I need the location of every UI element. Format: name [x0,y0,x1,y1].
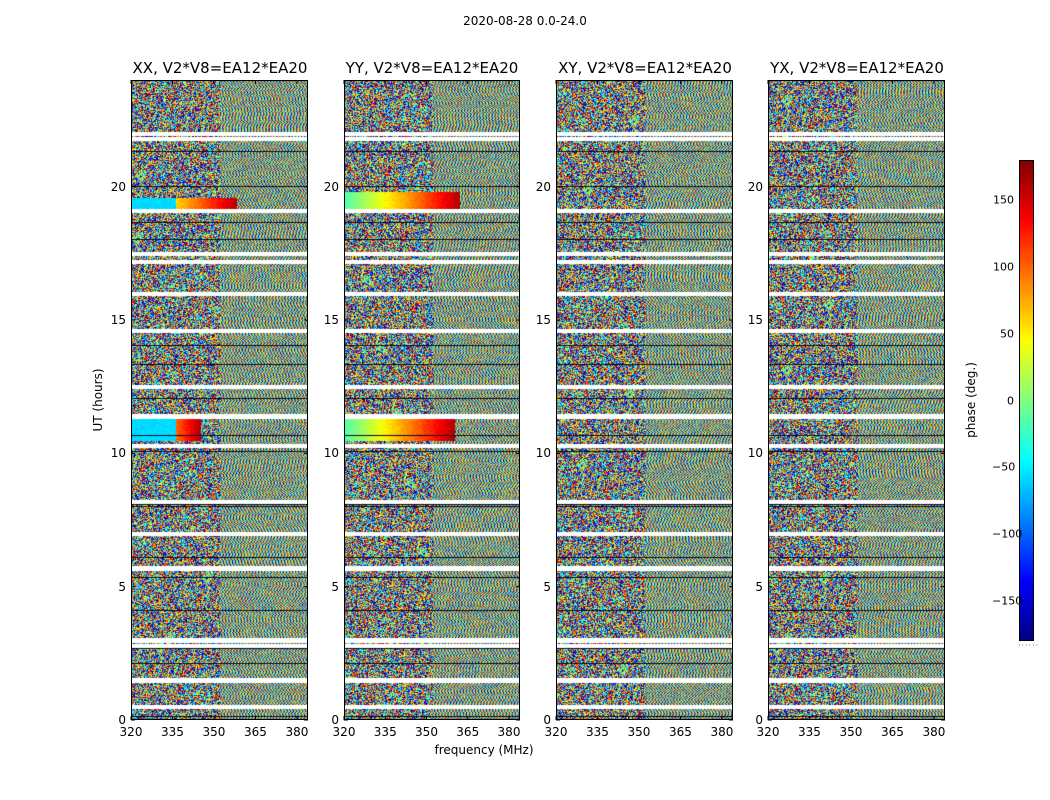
y-tick-label: 5 [118,579,126,594]
figure-title: 2020-08-28 0.0-24.0 [463,14,587,28]
colorbar-tick-label: 50 [1000,327,1014,341]
y-tick-label: 10 [110,446,126,461]
y-tick-label: 5 [755,579,763,594]
x-tick-label: 335 [373,725,397,739]
panel-title-xx: XX, V2*V8=EA12*EA20 [132,59,308,77]
colorbar-tick-label: −100 [992,527,1023,541]
colorbar [1019,160,1034,641]
colorbar-underflow-marker: ······ [1018,641,1040,650]
y-tick-label: 0 [755,713,763,727]
colorbar-tick-label: 150 [993,193,1014,207]
heatmap-yy [344,80,520,720]
y-tick-label: 0 [543,713,551,727]
y-tick-label: 5 [331,579,339,594]
heatmap-xx [131,80,308,720]
x-tick-label: 335 [798,725,821,739]
colorbar-tick-label: −50 [992,460,1016,474]
y-tick-label: 20 [747,179,763,194]
x-tick-label: 350 [627,725,651,739]
axes-frame-xy [556,80,733,720]
x-tick-label: 365 [456,725,480,739]
axes-frame-xx [131,80,308,720]
heatmap-yx [768,80,945,720]
colorbar-tick-label: −150 [992,594,1023,608]
x-tick-label: 380 [710,725,734,739]
x-tick-label: 320 [119,725,143,739]
y-tick-label: 0 [331,713,339,727]
axes-frame-yy [344,80,520,720]
colorbar-tick-label: 0 [1007,394,1014,407]
colorbar-tick-label: 100 [993,260,1014,274]
x-tick-label: 380 [922,725,946,739]
x-tick-label: 320 [756,725,780,739]
x-tick-label: 335 [586,725,609,739]
x-tick-label: 350 [415,725,438,739]
y-tick-label: 10 [747,446,763,461]
x-tick-label: 365 [669,725,692,739]
y-tick-label: 15 [747,313,763,327]
x-tick-label: 350 [202,725,226,739]
x-tick-label: 365 [244,725,267,739]
y-axis-label: UT (hours) [91,368,105,432]
x-tick-label: 365 [881,725,904,739]
y-tick-label: 20 [535,179,551,194]
y-tick-label: 10 [535,446,551,461]
axes-frame-yx [768,80,945,720]
x-tick-label: 320 [332,725,356,739]
x-tick-label: 320 [544,725,568,739]
heatmap-xy [556,80,733,720]
y-tick-label: 20 [110,179,126,194]
y-tick-label: 5 [543,579,551,594]
panel-title-yy: YY, V2*V8=EA12*EA20 [345,59,519,77]
x-tick-label: 335 [161,725,184,739]
panel-title-xy: XY, V2*V8=EA12*EA20 [558,59,732,77]
x-tick-label: 350 [839,725,863,739]
y-tick-label: 10 [323,446,339,461]
panel-title-yx: YX, V2*V8=EA12*EA20 [770,59,944,77]
y-tick-label: 0 [118,713,126,727]
x-tick-label: 380 [497,725,521,739]
colorbar-label: phase (deg.) [964,362,978,438]
x-axis-label: frequency (MHz) [434,743,534,757]
y-tick-label: 15 [535,313,551,327]
y-tick-label: 15 [323,313,339,327]
y-tick-label: 15 [110,313,126,327]
y-tick-label: 20 [323,179,339,194]
colorbar-frame [1019,160,1034,641]
x-tick-label: 380 [285,725,309,739]
